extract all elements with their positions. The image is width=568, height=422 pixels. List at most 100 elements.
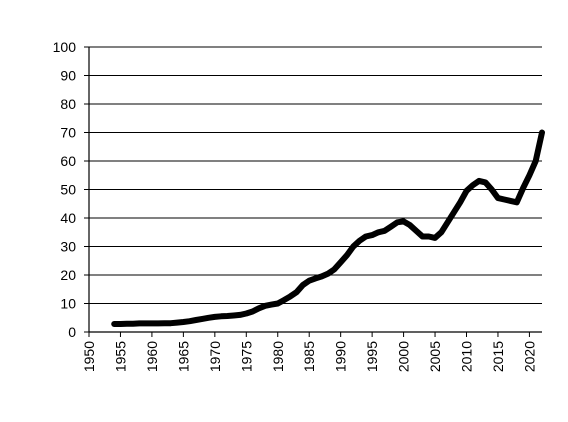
data-point-1989 (332, 267, 336, 271)
data-point-1987 (320, 274, 324, 278)
x-tick-label: 1970 (207, 341, 223, 372)
data-point-1996 (376, 230, 380, 234)
data-point-2006 (439, 230, 443, 234)
data-point-1974 (238, 313, 242, 317)
data-point-2017 (509, 199, 512, 203)
x-tick-label: 1975 (238, 341, 254, 372)
data-point-1998 (389, 225, 393, 229)
x-tick-label: 1965 (175, 341, 191, 372)
data-point-1986 (314, 276, 317, 280)
data-point-1980 (276, 302, 280, 305)
data-point-2021 (534, 159, 538, 163)
data-point-1982 (288, 294, 292, 298)
data-point-2001 (408, 223, 412, 227)
data-point-2014 (490, 188, 494, 191)
x-tick-label: 2015 (490, 341, 506, 372)
x-tick-label: 1955 (112, 341, 128, 372)
data-point-1990 (339, 260, 343, 264)
x-axis-ticks: 1950 1955 1960 1965 1970 1975 1980 1985 1990 1995… (81, 332, 537, 372)
x-tick-label: 1985 (301, 341, 317, 372)
x-tick-label: 1960 (144, 341, 160, 372)
data-point-1961 (156, 321, 160, 325)
data-point-2000 (402, 219, 406, 223)
data-point-2009 (458, 200, 462, 204)
y-tick-label: 40 (60, 210, 76, 226)
data-point-1981 (282, 298, 286, 302)
data-point-2003 (421, 235, 424, 238)
data-point-1959 (144, 321, 148, 325)
data-point-2022 (540, 131, 544, 134)
data-point-2013 (483, 180, 487, 184)
y-tick-label: 90 (60, 68, 76, 84)
data-point-1956 (125, 322, 129, 326)
data-point-1983 (295, 290, 299, 294)
data-point-2007 (446, 220, 450, 224)
y-tick-label: 10 (60, 296, 76, 312)
data-point-1962 (163, 321, 166, 325)
data-point-2016 (502, 198, 506, 201)
data-points (112, 131, 544, 326)
data-point-2015 (496, 196, 500, 200)
x-tick-label: 2005 (427, 341, 443, 372)
data-point-1988 (326, 272, 330, 276)
data-point-1992 (351, 245, 355, 248)
data-point-2002 (414, 229, 418, 233)
data-point-1963 (169, 321, 173, 325)
data-point-1993 (358, 239, 361, 243)
data-point-2010 (465, 189, 468, 193)
data-point-1971 (219, 314, 223, 318)
data-point-2004 (427, 235, 431, 238)
x-tick-label: 2020 (521, 341, 537, 372)
data-point-1966 (188, 319, 192, 323)
data-point-1957 (131, 322, 135, 326)
data-point-1967 (194, 318, 198, 322)
data-point-1984 (301, 283, 305, 287)
y-tick-label: 30 (60, 239, 76, 255)
data-point-1960 (150, 321, 154, 325)
data-point-1968 (200, 317, 204, 321)
y-tick-label: 60 (60, 153, 76, 169)
y-tick-label: 0 (68, 324, 76, 340)
data-point-1977 (257, 306, 261, 310)
data-point-1955 (119, 322, 122, 326)
x-tick-label: 1950 (81, 341, 97, 372)
data-point-2008 (452, 210, 456, 214)
x-tick-label: 1990 (333, 341, 349, 372)
data-point-1965 (181, 320, 185, 324)
x-tick-label: 2010 (459, 341, 475, 372)
gridlines (89, 46, 542, 304)
data-point-1991 (345, 253, 349, 257)
data-point-1997 (383, 229, 387, 233)
data-point-1958 (137, 321, 141, 325)
y-axis-ticks: 0 10 20 30 40 50 60 70 80 90 100 (53, 39, 89, 340)
data-point-2012 (477, 179, 481, 183)
data-point-1975 (244, 312, 248, 315)
y-tick-label: 50 (60, 182, 76, 198)
y-tick-label: 80 (60, 96, 76, 112)
data-point-1976 (251, 310, 255, 313)
data-point-2020 (527, 173, 531, 177)
data-point-1995 (370, 233, 374, 237)
data-point-1954 (112, 322, 116, 326)
data-point-1972 (225, 314, 229, 318)
x-tick-label: 2000 (396, 341, 412, 372)
data-point-2011 (471, 183, 475, 187)
data-point-1994 (364, 235, 368, 238)
y-tick-label: 100 (53, 39, 77, 55)
data-point-2019 (521, 186, 525, 190)
data-point-1999 (395, 220, 399, 224)
y-tick-label: 70 (60, 125, 76, 141)
data-point-1973 (232, 314, 236, 317)
data-point-1964 (175, 321, 179, 325)
x-tick-label: 1995 (364, 341, 380, 372)
data-point-1969 (207, 316, 210, 320)
data-point-2005 (433, 236, 437, 240)
data-point-1978 (263, 304, 267, 308)
y-tick-label: 20 (60, 267, 76, 283)
data-point-1985 (307, 279, 311, 283)
data-point-1979 (270, 303, 273, 307)
x-tick-label: 1980 (270, 341, 286, 372)
data-point-2018 (515, 200, 519, 204)
data-point-1970 (213, 315, 217, 319)
